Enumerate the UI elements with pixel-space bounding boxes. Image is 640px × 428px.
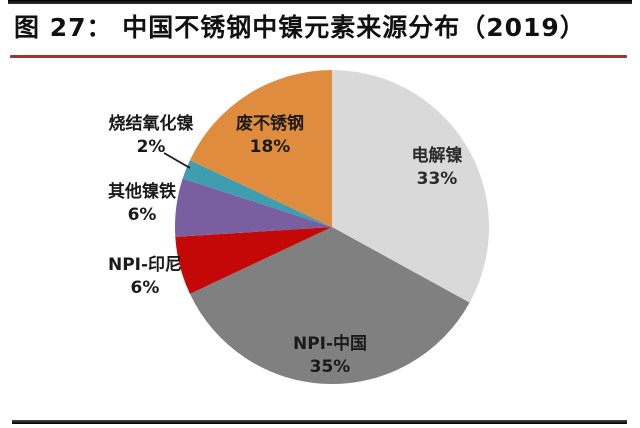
top-divider-bar <box>8 0 632 4</box>
pie-label-text: NPI-印尼 <box>107 255 183 275</box>
pie-label-text: 其他镍铁 <box>108 182 176 202</box>
pie-label-sintered-nickel-oxide: 烧结氧化镍 2% <box>109 113 194 159</box>
pie-slice-npi-china <box>189 227 470 385</box>
pie-label-pct: 18% <box>249 137 291 157</box>
title-underline-rule <box>10 55 627 58</box>
pie-label-text: 烧结氧化镍 <box>108 114 194 134</box>
pie-label-npi-china: NPI-中国 35% <box>293 333 367 379</box>
pie-slice-sintered-nickel-oxide <box>182 160 332 227</box>
pie-label-text: 电解镍 <box>411 146 463 166</box>
pie-slice-electrolytic-nickel <box>332 69 490 303</box>
pie-label-text: NPI-中国 <box>292 334 368 354</box>
pie-label-other-ferronickel: 其他镍铁 6% <box>108 181 176 227</box>
pie-label-pct: 2% <box>136 137 166 157</box>
leader-line-sintered-nickel-oxide <box>163 152 191 169</box>
pie-slice-stainless-steel-scrap <box>189 70 332 227</box>
figure-title: 图 27： 中国不锈钢中镍元素来源分布（2019） <box>14 13 586 42</box>
pie-label-electrolytic-nickel: 电解镍 33% <box>412 145 463 191</box>
pie-label-npi-indonesia: NPI-印尼 6% <box>108 254 182 300</box>
pie-label-pct: 6% <box>127 205 157 225</box>
pie-label-pct: 35% <box>309 357 351 377</box>
pie-label-pct: 6% <box>130 278 160 298</box>
bottom-divider-bar <box>12 420 627 424</box>
pie-slice-other-ferronickel <box>174 178 332 237</box>
pie-label-text: 废不锈钢 <box>236 114 304 134</box>
pie-label-pct: 33% <box>416 169 458 189</box>
pie-slice-npi-indonesia <box>175 227 332 294</box>
pie-label-stainless-steel-scrap: 废不锈钢 18% <box>236 113 304 159</box>
